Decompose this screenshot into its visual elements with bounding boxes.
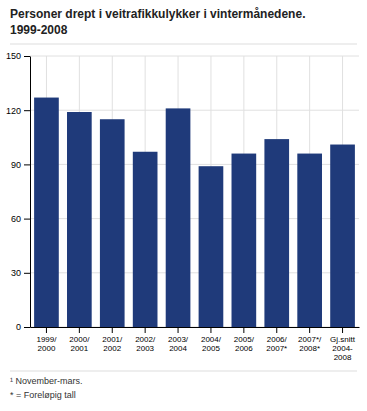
tick: 60 bbox=[11, 214, 30, 224]
tick: 2005/2006 bbox=[234, 327, 255, 353]
tick-mark bbox=[24, 327, 30, 328]
tick-label-line: 2008* bbox=[299, 344, 320, 353]
tick-mark bbox=[24, 273, 30, 274]
footnote: ¹ November-mars. bbox=[10, 376, 83, 386]
tick-mark bbox=[24, 56, 30, 57]
tick: Gj.snitt2004-2008 bbox=[330, 327, 356, 362]
tick-label-line: 2004- bbox=[332, 344, 353, 353]
tick-label-line: 2003/ bbox=[168, 335, 189, 344]
tick-mark bbox=[46, 327, 47, 333]
tick-label-line: 1999/ bbox=[36, 335, 57, 344]
separator bbox=[10, 44, 357, 45]
tick-label: 120 bbox=[6, 106, 21, 116]
tick: 2003/2004 bbox=[168, 327, 189, 353]
tick-mark bbox=[210, 327, 211, 333]
tick-label: 90 bbox=[11, 160, 21, 170]
tick-label: 2001/2002 bbox=[102, 335, 123, 353]
bar bbox=[232, 154, 257, 327]
tick-label-line: 2002 bbox=[103, 344, 121, 353]
tick-label-line: 2007*/ bbox=[298, 335, 322, 344]
separator bbox=[10, 371, 357, 372]
tick-label-line: 2000/ bbox=[69, 335, 90, 344]
tick-label: 2007*/2008* bbox=[298, 335, 322, 353]
tick: 2001/2002 bbox=[102, 327, 123, 353]
bar bbox=[297, 154, 322, 327]
title: Personer drept i veitrafikkulykker i vin… bbox=[10, 7, 305, 21]
tick-label-line: 2002/ bbox=[135, 335, 156, 344]
tick-mark bbox=[276, 327, 277, 333]
tick-label: 2005/2006 bbox=[234, 335, 255, 353]
tick-label: 2003/2004 bbox=[168, 335, 189, 353]
tick-label: 2006/2007* bbox=[266, 335, 287, 353]
tick-mark bbox=[24, 110, 30, 111]
tick-label-line: 2001 bbox=[70, 344, 88, 353]
tick-label-line: 2004 bbox=[169, 344, 187, 353]
tick-mark bbox=[243, 327, 244, 333]
tick: 150 bbox=[6, 51, 30, 61]
bar bbox=[166, 108, 191, 327]
grid bbox=[30, 56, 359, 327]
tick-label-line: 2004/ bbox=[201, 335, 222, 344]
tick-mark bbox=[309, 327, 310, 333]
y-axis: 0 30 60 90 120 150 bbox=[6, 51, 31, 332]
tick-label: Gj.snitt2004-2008 bbox=[330, 335, 356, 362]
tick-mark bbox=[24, 219, 30, 220]
tick-mark bbox=[145, 327, 146, 333]
tick-mark bbox=[342, 327, 343, 333]
tick: 30 bbox=[11, 268, 30, 278]
bar bbox=[133, 152, 158, 327]
bar bbox=[199, 166, 224, 327]
tick-label-line: 2003 bbox=[136, 344, 154, 353]
bar bbox=[67, 112, 92, 327]
tick-label: 60 bbox=[11, 214, 21, 224]
tick-label: 0 bbox=[16, 322, 21, 332]
tick: 2007*/2008* bbox=[298, 327, 322, 353]
tick: 2004/2005 bbox=[201, 327, 222, 353]
tick-mark bbox=[178, 327, 179, 333]
bar bbox=[264, 139, 289, 327]
chart: Personer drept i veitrafikkulykker i vin… bbox=[0, 0, 367, 411]
bar bbox=[34, 98, 59, 327]
tick-label: 2002/2003 bbox=[135, 335, 156, 353]
plot: 0 30 60 90 120 150 1999/2000 2000/2001 2001/2002… bbox=[6, 51, 360, 362]
tick: 2006/2007* bbox=[266, 327, 287, 353]
tick-mark bbox=[24, 164, 30, 165]
tick-label-line: 2005/ bbox=[234, 335, 255, 344]
tick-label: 2004/2005 bbox=[201, 335, 222, 353]
bars bbox=[34, 98, 355, 327]
x-axis: 1999/20002000/20012001/20022002/20032003… bbox=[31, 327, 360, 362]
tick-mark bbox=[79, 327, 80, 333]
tick-mark bbox=[112, 327, 113, 333]
tick-label-line: 2006/ bbox=[267, 335, 288, 344]
tick: 2002/2003 bbox=[135, 327, 156, 353]
tick: 0 bbox=[16, 322, 30, 332]
tick: 1999/2000 bbox=[36, 327, 57, 353]
bar bbox=[100, 119, 125, 327]
tick-label: 30 bbox=[11, 268, 21, 278]
tick-label: 150 bbox=[6, 51, 21, 61]
tick: 2000/2001 bbox=[69, 327, 90, 353]
tick-label-line: 2007* bbox=[266, 344, 287, 353]
tick: 120 bbox=[6, 106, 30, 116]
tick-label-line: 2006 bbox=[235, 344, 253, 353]
footnote: * = Foreløpig tall bbox=[10, 390, 76, 400]
tick-label-line: 2005 bbox=[202, 344, 220, 353]
axis-line bbox=[30, 57, 31, 328]
tick-label-line: 2008 bbox=[334, 353, 352, 362]
bar bbox=[330, 145, 355, 327]
tick-label-line: 2001/ bbox=[102, 335, 123, 344]
tick: 90 bbox=[11, 160, 30, 170]
tick-label-line: 2000 bbox=[38, 344, 56, 353]
subtitle: 1999-2008 bbox=[10, 23, 68, 37]
tick-label-line: Gj.snitt bbox=[330, 335, 356, 344]
tick-label: 1999/2000 bbox=[36, 335, 57, 353]
tick-label: 2000/2001 bbox=[69, 335, 90, 353]
